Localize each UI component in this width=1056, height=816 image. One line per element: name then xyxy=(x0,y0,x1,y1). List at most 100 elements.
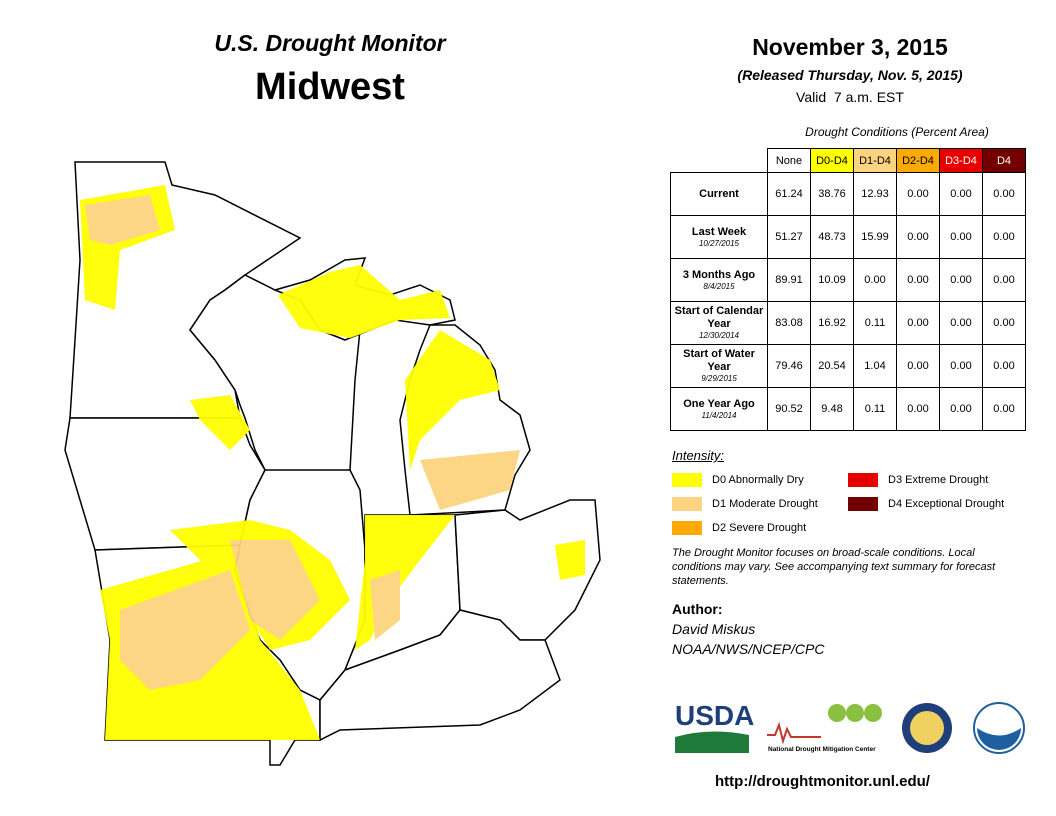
value-cell: 0.00 xyxy=(896,215,940,259)
row-label-text: Start of Calendar Year xyxy=(674,305,764,330)
value-cell: 89.91 xyxy=(767,258,811,302)
ndmc-trees xyxy=(828,704,882,722)
row-label-text: Last Week xyxy=(691,225,747,238)
legend-label: D1 Moderate Drought xyxy=(712,498,818,510)
valid-time: Valid 7 a.m. EST xyxy=(796,89,904,105)
value-cell: 83.08 xyxy=(767,301,811,345)
legend-item: D3 Extreme Drought xyxy=(848,473,988,487)
column-header: D2-D4 xyxy=(896,148,940,173)
map xyxy=(64,161,601,766)
legend-item: D0 Abnormally Dry xyxy=(672,473,804,487)
value-cell: 12.93 xyxy=(853,172,897,216)
legend-item: D4 Exceptional Drought xyxy=(848,497,1004,511)
legend-label: D4 Exceptional Drought xyxy=(888,498,1005,510)
value-cell: 0.00 xyxy=(939,387,983,431)
value-cell: 0.00 xyxy=(896,172,940,216)
blank-cell xyxy=(671,149,768,173)
drought-areas xyxy=(80,185,585,740)
value-cell: 9.48 xyxy=(810,387,854,431)
row-label-text: Start of Water Year xyxy=(683,348,755,373)
value-cell: 0.00 xyxy=(939,215,983,259)
noaa-wave xyxy=(977,728,1021,750)
value-cell: 0.00 xyxy=(982,301,1026,345)
usda-swoosh xyxy=(675,731,749,753)
row-label: 3 Months Ago 8/4/2015 xyxy=(670,258,768,302)
column-header: D1-D4 xyxy=(853,148,897,173)
value-cell: 1.04 xyxy=(853,344,897,388)
value-cell: 48.73 xyxy=(810,215,854,259)
note: The Drought Monitor focuses on broad-sca… xyxy=(672,547,996,587)
legend-swatch xyxy=(672,521,702,535)
row-label: Last Week 10/27/2015 xyxy=(670,215,768,259)
row-date: 8/4/2015 xyxy=(703,281,735,291)
d1-area xyxy=(230,540,320,640)
table-row: Current 61.24 38.76 12.93 0.00 0.00 0.00 xyxy=(670,172,1026,216)
row-label: One Year Ago 11/4/2014 xyxy=(670,387,768,431)
d0-area xyxy=(190,395,250,450)
released: (Released Thursday, Nov. 5, 2015) xyxy=(737,67,963,83)
legend-title: Intensity: xyxy=(672,448,725,463)
row-label: Start of Calendar Year 12/30/2014 xyxy=(670,301,768,345)
legend-swatch xyxy=(672,497,702,511)
value-cell: 0.00 xyxy=(853,258,897,302)
row-date: 10/27/2015 xyxy=(698,238,740,248)
value-cell: 0.00 xyxy=(896,258,940,302)
value-cell: 0.00 xyxy=(939,258,983,302)
d0-area xyxy=(555,540,585,580)
legend-swatch xyxy=(848,497,878,511)
table-caption: Drought Conditions (Percent Area) xyxy=(805,125,989,139)
table-row: 3 Months Ago 8/4/2015 89.91 10.09 0.00 0.00 0.… xyxy=(670,258,1026,302)
value-cell: 0.00 xyxy=(939,172,983,216)
legend-item: D1 Moderate Drought xyxy=(672,497,818,511)
table-row: One Year Ago 11/4/2014 90.52 9.48 0.11 0.00 0.… xyxy=(670,387,1026,431)
column-header: D0-D4 xyxy=(810,148,854,173)
value-cell: 16.92 xyxy=(810,301,854,345)
value-cell: 61.24 xyxy=(767,172,811,216)
doc-seal-inner xyxy=(910,711,944,745)
value-cell: 10.09 xyxy=(810,258,854,302)
d1-area xyxy=(120,570,250,690)
value-cell: 0.00 xyxy=(982,387,1026,431)
value-cell: 51.27 xyxy=(767,215,811,259)
column-header: D4 xyxy=(982,148,1026,173)
value-cell: 0.00 xyxy=(939,344,983,388)
d0-area xyxy=(278,265,450,338)
table-row: Last Week 10/27/2015 51.27 48.73 15.99 0.00 0.… xyxy=(670,215,1026,259)
column-header: D3-D4 xyxy=(939,148,983,173)
value-cell: 0.00 xyxy=(982,172,1026,216)
row-label: Start of Water Year 9/29/2015 xyxy=(670,344,768,388)
ndmc-line xyxy=(767,721,821,745)
logos: USDA National Drought Mitigation Center xyxy=(675,700,1025,754)
value-cell: 0.00 xyxy=(896,344,940,388)
value-cell: 0.11 xyxy=(853,301,897,345)
row-label-text: One Year Ago xyxy=(683,397,755,410)
row-date: 9/29/2015 xyxy=(701,374,737,383)
d0-area xyxy=(405,330,500,470)
d1-area xyxy=(420,450,520,510)
valid-date: November 3, 2015 xyxy=(752,34,948,60)
value-cell: 0.00 xyxy=(896,301,940,345)
value-cell: 0.11 xyxy=(853,387,897,431)
row-label-text: Current xyxy=(699,187,739,200)
author-name: David Miskus xyxy=(672,621,756,637)
title: U.S. Drought Monitor xyxy=(214,30,446,56)
value-cell: 90.52 xyxy=(767,387,811,431)
value-cell: 0.00 xyxy=(982,215,1026,259)
row-date: 12/30/2014 xyxy=(698,331,740,340)
row-date: 11/4/2014 xyxy=(701,410,737,420)
value-cell: 0.00 xyxy=(896,387,940,431)
author-heading: Author: xyxy=(672,601,723,617)
value-cell: 20.54 xyxy=(810,344,854,388)
column-header: None xyxy=(767,148,811,173)
usda-logo: USDA xyxy=(675,700,754,731)
row-label: Current xyxy=(670,172,768,216)
author-affiliation: NOAA/NWS/NCEP/CPC xyxy=(672,641,825,657)
conditions-table: None D0-D4 D1-D4 D2-D4 D3-D4 D4 Current 61.24 38… xyxy=(670,148,1026,431)
legend-swatch xyxy=(672,473,702,487)
value-cell: 0.00 xyxy=(982,258,1026,302)
row-label-text: 3 Months Ago xyxy=(682,268,756,281)
legend-label: D0 Abnormally Dry xyxy=(712,474,804,486)
legend-label: D3 Extreme Drought xyxy=(888,474,989,486)
legend-item: D2 Severe Drought xyxy=(672,521,806,535)
